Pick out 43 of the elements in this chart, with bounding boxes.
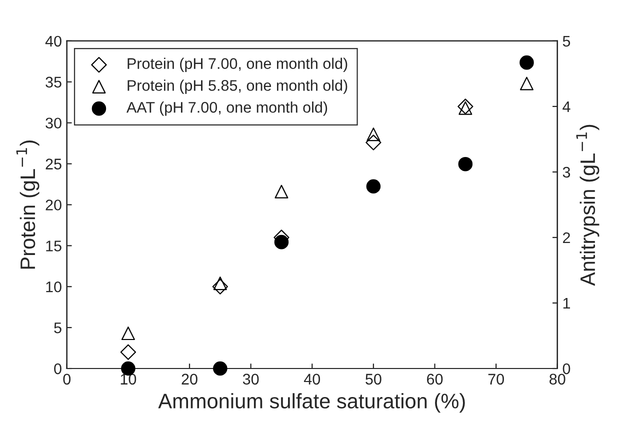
y2-tick-label: 3 [562, 166, 570, 178]
point [366, 128, 380, 142]
y-tick-label: 20 [46, 200, 62, 210]
legend-label: AAT (pH 7.00, one month old) [126, 102, 328, 116]
x-tick-label: 30 [242, 374, 259, 385]
y-axis-title: Protein (gL$^{−1}$) [16, 140, 40, 269]
y-tick-label: 35 [46, 76, 62, 88]
y2-tick-label: 0 [562, 363, 570, 374]
x-tick-label: 10 [120, 374, 136, 385]
y2-axis-title: Antitrypsin (gL$^{−1}$) [576, 124, 600, 286]
y2-tick-label: 5 [562, 36, 570, 47]
point [520, 76, 534, 90]
y2-tick-label: 4 [562, 101, 570, 112]
point [274, 184, 288, 198]
y-tick-label: 15 [46, 240, 62, 252]
y-tick-label: 0 [54, 363, 62, 374]
point [121, 326, 135, 340]
x-tick-label: 0 [63, 374, 71, 385]
y-tick-label: 25 [46, 158, 62, 170]
point [213, 276, 227, 290]
point [366, 179, 381, 194]
y2-tick-label: 2 [563, 232, 570, 244]
x-tick-label: 50 [366, 374, 382, 385]
point [120, 344, 136, 360]
point [274, 234, 289, 250]
point [212, 278, 228, 294]
point [213, 361, 228, 376]
x-axis-title: Ammonium sulfate saturation (%) [158, 393, 465, 413]
legend-label: Protein (pH 7.00, one month old) [128, 58, 348, 72]
y-tick-label: 10 [46, 281, 62, 292]
point [520, 55, 534, 70]
x-tick-label: 40 [304, 374, 320, 385]
y-tick-label: 40 [45, 36, 62, 47]
y2-tick-label: 1 [563, 298, 570, 309]
y-tick-label: 5 [54, 322, 62, 334]
x-tick-label: 60 [427, 374, 443, 385]
legend-label: Protein (pH 5.85, one month old) [128, 80, 348, 94]
point [366, 134, 382, 150]
x-tick-label: 70 [488, 374, 504, 385]
x-tick-label: 20 [182, 374, 198, 385]
x-tick-label: 80 [550, 374, 566, 385]
point [458, 156, 473, 172]
y-tick-label: 30 [46, 118, 62, 129]
